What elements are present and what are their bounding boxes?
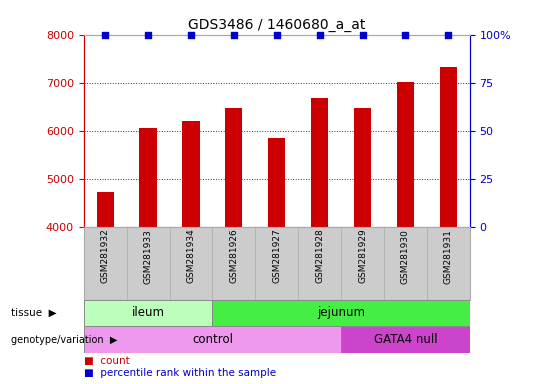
Text: GSM281934: GSM281934 — [186, 229, 195, 283]
Point — [315, 31, 324, 38]
Point — [187, 31, 195, 38]
Point — [401, 31, 410, 38]
Bar — [139, 128, 157, 227]
Bar — [97, 192, 114, 227]
Bar — [268, 138, 285, 227]
Point — [444, 31, 453, 38]
Text: jejunum: jejunum — [317, 306, 365, 319]
Text: GATA4 null: GATA4 null — [374, 333, 437, 346]
Text: ileum: ileum — [132, 306, 165, 319]
Text: GSM281931: GSM281931 — [444, 229, 453, 284]
Bar — [212, 300, 470, 326]
Bar — [341, 326, 470, 353]
Bar — [397, 82, 414, 227]
Text: ■  count: ■ count — [84, 356, 130, 366]
Point — [273, 31, 281, 38]
Bar — [84, 300, 212, 326]
Text: GSM281932: GSM281932 — [100, 229, 110, 283]
Title: GDS3486 / 1460680_a_at: GDS3486 / 1460680_a_at — [188, 18, 366, 32]
Text: GSM281926: GSM281926 — [230, 229, 238, 283]
Bar — [84, 326, 341, 353]
Point — [101, 31, 110, 38]
Point — [358, 31, 367, 38]
Text: control: control — [192, 333, 233, 346]
Text: GSM281927: GSM281927 — [272, 229, 281, 283]
Bar — [311, 98, 328, 227]
Point — [144, 31, 152, 38]
Bar — [440, 67, 457, 227]
Text: GSM281930: GSM281930 — [401, 229, 410, 284]
Bar — [183, 121, 200, 227]
Text: GSM281929: GSM281929 — [358, 229, 367, 283]
Text: ■  percentile rank within the sample: ■ percentile rank within the sample — [84, 368, 276, 379]
Text: GSM281933: GSM281933 — [144, 229, 153, 284]
Text: GSM281928: GSM281928 — [315, 229, 324, 283]
Bar — [225, 108, 242, 227]
Point — [230, 31, 238, 38]
Bar — [354, 108, 371, 227]
Text: genotype/variation  ▶: genotype/variation ▶ — [11, 335, 117, 345]
Text: tissue  ▶: tissue ▶ — [11, 308, 56, 318]
